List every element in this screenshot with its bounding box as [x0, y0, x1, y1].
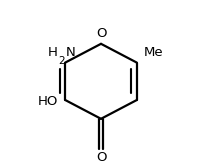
Text: Me: Me	[144, 46, 164, 59]
Text: HO: HO	[37, 95, 58, 108]
Text: O: O	[96, 151, 106, 164]
Text: N: N	[66, 46, 76, 59]
Text: O: O	[96, 27, 106, 40]
Text: H: H	[48, 46, 58, 59]
Text: 2: 2	[58, 56, 65, 66]
